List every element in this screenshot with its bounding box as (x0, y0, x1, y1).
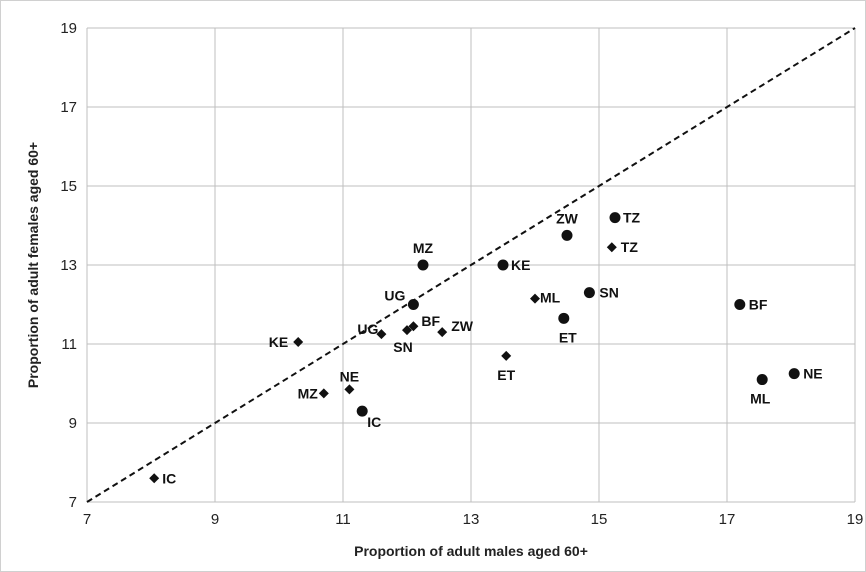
marker-circle-sn (583, 287, 595, 299)
point-label-tz: TZ (621, 239, 639, 255)
point-label-et: ET (497, 367, 515, 383)
marker-circle-ne (788, 368, 800, 380)
marker-circle-et (558, 312, 570, 324)
point-label-bf: BF (749, 297, 768, 313)
x-tick-label: 13 (463, 511, 480, 528)
marker-circle-bf (734, 299, 746, 310)
marker-diamond-tz (606, 242, 617, 253)
y-tick-label: 17 (60, 99, 77, 116)
point-label-ug: UG (357, 321, 378, 337)
point-label-tz: TZ (623, 210, 641, 226)
point-label-ic: IC (162, 470, 176, 486)
marker-diamond-ne (344, 384, 355, 395)
y-tick-label: 13 (60, 257, 77, 274)
y-axis-title: Proportion of adult females aged 60+ (25, 142, 41, 388)
point-label-ic: IC (367, 414, 381, 430)
marker-circle-ke (497, 259, 509, 271)
y-tick-label: 19 (60, 20, 77, 37)
point-label-ke: KE (269, 334, 288, 350)
point-label-ml: ML (750, 391, 771, 407)
point-label-ml: ML (540, 290, 561, 306)
marker-circle-ug (407, 299, 419, 310)
marker-circle-ml (756, 374, 768, 386)
y-tick-label: 9 (69, 415, 77, 432)
marker-diamond-ml (530, 293, 540, 304)
x-tick-label: 15 (591, 511, 608, 528)
point-label-ne: NE (340, 368, 359, 384)
point-label-sn: SN (599, 285, 618, 301)
marker-circle-zw (561, 229, 573, 241)
point-label-mz: MZ (413, 240, 434, 256)
point-label-et: ET (559, 329, 577, 345)
point-label-ke: KE (511, 257, 530, 273)
point-label-sn: SN (393, 339, 412, 355)
y-tick-label: 15 (60, 178, 77, 195)
marker-circle-mz (417, 259, 429, 271)
marker-circle-ic (356, 405, 368, 417)
marker-diamond-mz (318, 388, 329, 399)
x-tick-label: 7 (83, 511, 91, 528)
reference-line-dashed (86, 27, 856, 503)
point-label-mz: MZ (298, 385, 319, 401)
y-tick-label: 7 (69, 494, 77, 511)
x-tick-label: 17 (719, 511, 736, 528)
y-tick-label: 11 (61, 336, 77, 353)
point-label-zw: ZW (451, 318, 474, 334)
point-label-bf: BF (421, 313, 440, 329)
x-tick-label: 9 (211, 511, 219, 528)
marker-diamond-ug (376, 329, 387, 340)
x-axis-title: Proportion of adult males aged 60+ (354, 543, 588, 559)
marker-diamond-bf (408, 321, 419, 332)
x-tick-label: 19 (847, 511, 864, 528)
marker-diamond-sn (402, 325, 412, 336)
point-label-ug: UG (384, 288, 405, 304)
x-tick-label: 11 (335, 511, 351, 528)
point-label-zw: ZW (556, 210, 579, 226)
marker-diamond-zw (437, 327, 448, 338)
marker-diamond-ke (293, 337, 304, 348)
marker-diamond-et (501, 350, 512, 361)
marker-circle-tz (609, 212, 621, 224)
marker-diamond-ic (149, 473, 160, 484)
point-label-ne: NE (803, 366, 822, 382)
